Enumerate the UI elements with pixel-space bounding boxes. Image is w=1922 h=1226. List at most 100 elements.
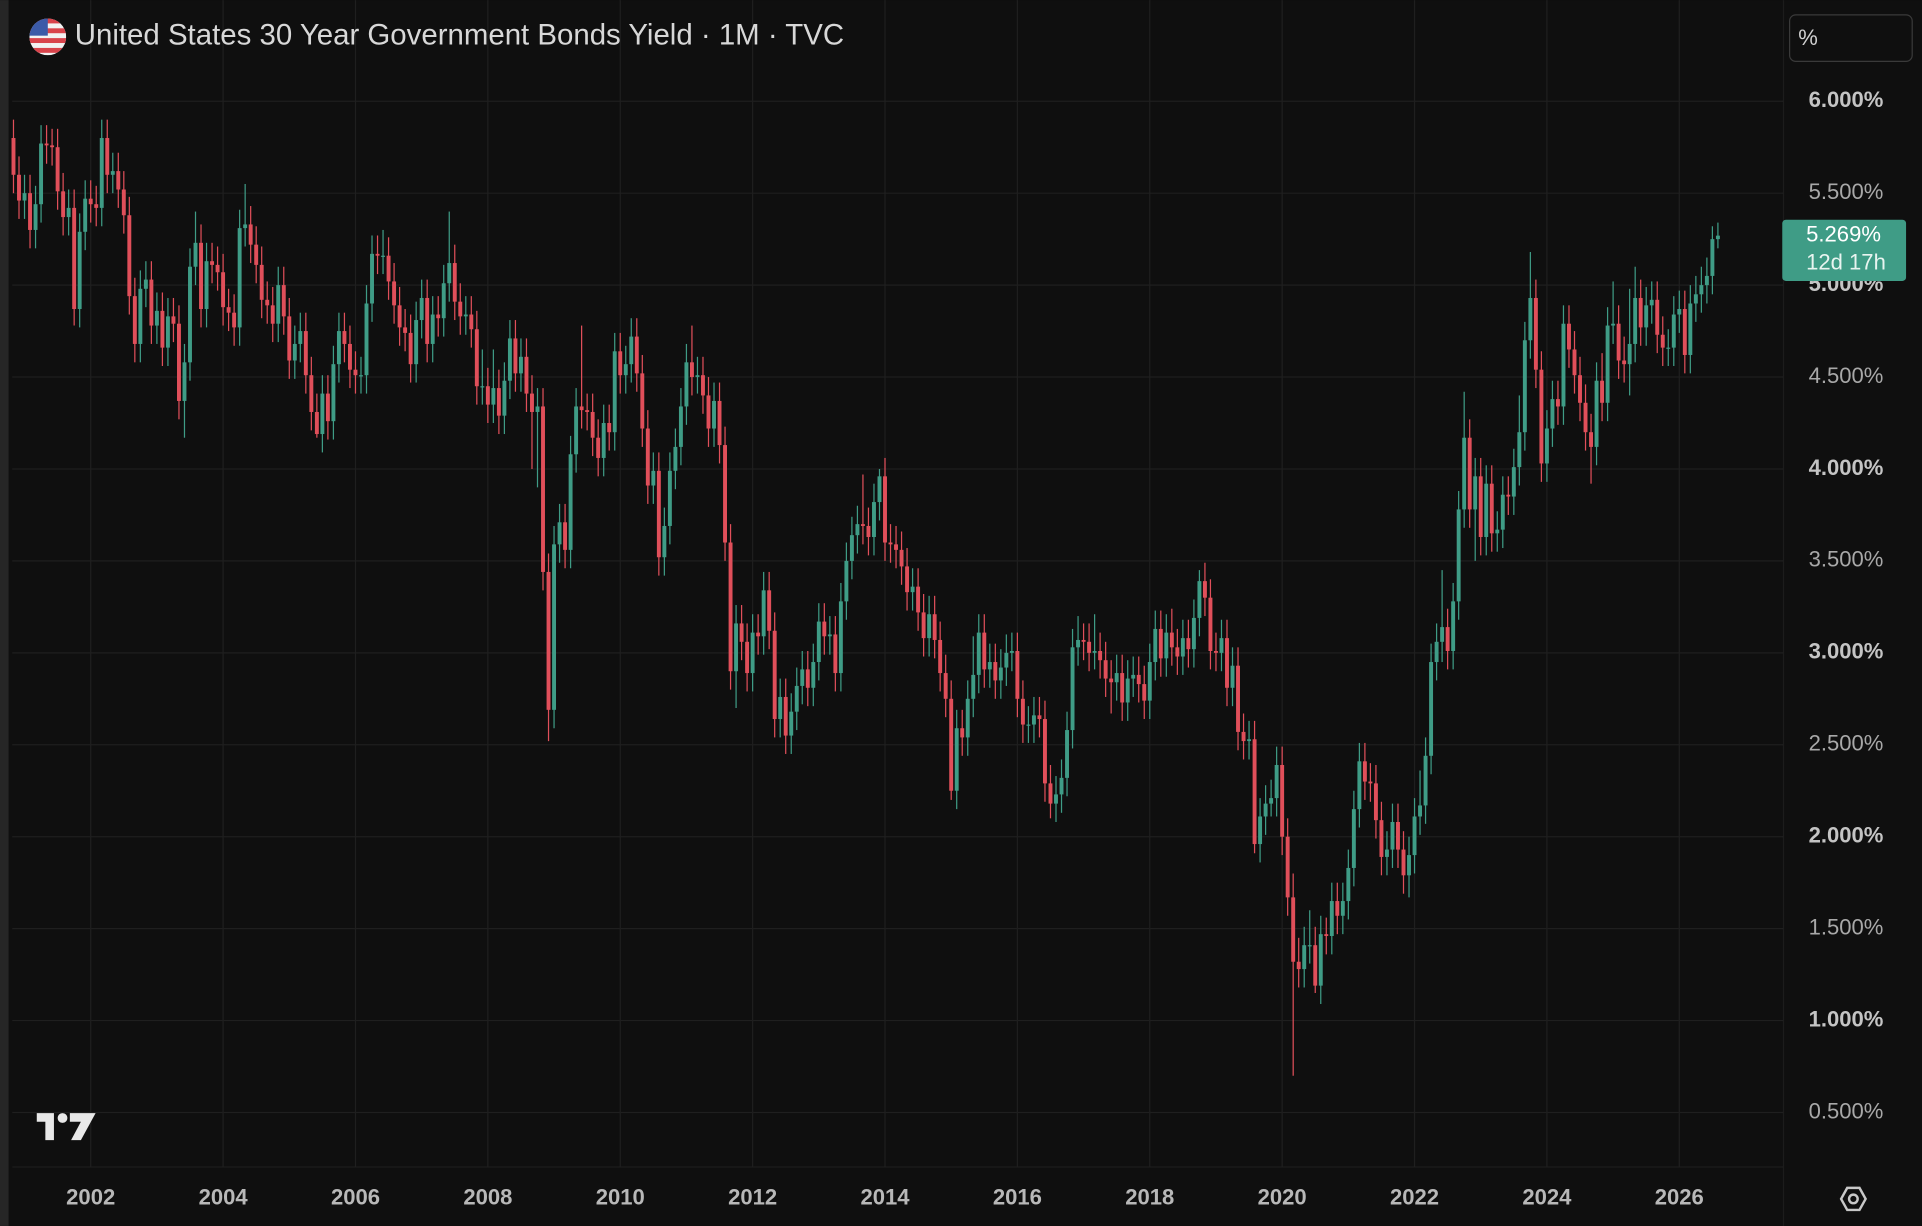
candle-body <box>44 143 49 146</box>
y-tick-label: 2.000% <box>1809 823 1884 848</box>
candle-body <box>1136 674 1141 685</box>
candle-body <box>883 476 887 543</box>
candle-body <box>1407 855 1411 876</box>
candles <box>11 119 1720 1076</box>
x-tick-label: 2002 <box>66 1185 115 1210</box>
candle-body <box>927 614 932 639</box>
candle-body <box>1065 730 1069 778</box>
candle-body <box>1533 297 1538 370</box>
candle-body <box>458 301 463 317</box>
candle-body <box>154 310 159 326</box>
settings-icon[interactable] <box>1839 1186 1868 1212</box>
candle-body <box>838 601 843 674</box>
candle-body <box>932 614 937 640</box>
candle-body <box>1462 437 1467 510</box>
candle-body <box>1682 309 1687 355</box>
candle-body <box>761 590 766 637</box>
candle-body <box>1666 347 1671 349</box>
candle-body <box>1704 275 1709 286</box>
y-tick-label: 3.000% <box>1809 639 1884 664</box>
candle-body <box>778 696 783 720</box>
candle-body <box>303 331 308 376</box>
candle-body <box>320 393 325 435</box>
candle-body <box>1318 934 1323 986</box>
candle-body <box>656 470 661 558</box>
candle-body <box>982 632 987 670</box>
candle-body <box>1296 961 1301 970</box>
x-tick-label: 2018 <box>1125 1185 1174 1210</box>
candle-body <box>430 314 435 344</box>
candle-body <box>1539 369 1544 464</box>
y-tick-label: 1.000% <box>1809 1006 1884 1031</box>
candle-body <box>1633 297 1638 344</box>
candle-body <box>265 299 270 306</box>
candle-body <box>1285 836 1290 898</box>
candle-body <box>480 386 485 388</box>
candle-body <box>866 525 871 538</box>
candle-body <box>463 314 468 317</box>
candle-body <box>226 307 231 313</box>
candle-body <box>1605 325 1610 403</box>
candle-body <box>1169 632 1174 648</box>
candle-body <box>254 244 259 265</box>
candle-body <box>855 524 860 536</box>
y-tick-label: 4.000% <box>1809 455 1884 480</box>
candle-body <box>1362 761 1367 782</box>
candle-body <box>94 204 99 208</box>
candle-body <box>1583 402 1588 433</box>
candle-body <box>916 586 921 613</box>
candle-body <box>805 669 810 688</box>
candle-body <box>1291 897 1296 962</box>
candle-body <box>1213 650 1218 653</box>
candle-body <box>640 373 645 429</box>
candle-body <box>143 279 148 289</box>
candle-body <box>1324 934 1329 936</box>
candle-body <box>314 411 319 435</box>
candle-body <box>1517 432 1522 468</box>
unit-button[interactable] <box>1789 14 1913 63</box>
candle-body <box>132 296 137 344</box>
candle-body <box>1031 715 1036 725</box>
candle-body <box>513 338 518 374</box>
chart-title: United States 30 Year Government Bonds Y… <box>75 19 844 52</box>
candle-body <box>441 283 446 319</box>
x-tick-label: 2006 <box>331 1185 380 1210</box>
candle-body <box>1307 945 1312 947</box>
candle-body <box>11 138 16 175</box>
candle-body <box>612 351 617 433</box>
candle-body <box>1589 432 1594 447</box>
unit-button-label[interactable]: % <box>1798 25 1818 50</box>
y-tick-label: 5.500% <box>1809 179 1884 204</box>
candle-body <box>579 406 584 411</box>
candle-body <box>188 266 192 363</box>
candle-body <box>88 198 93 205</box>
candle-body <box>601 423 606 458</box>
candle-body <box>61 191 66 218</box>
candle-body <box>1710 239 1715 276</box>
candle-body <box>546 571 551 710</box>
candle-body <box>750 632 755 674</box>
candle-body <box>474 329 479 387</box>
candle-body <box>1026 724 1031 726</box>
candle-body <box>121 189 126 216</box>
candle-body <box>987 662 992 670</box>
candle-body <box>171 316 176 324</box>
candle-body <box>55 147 60 192</box>
candle-body <box>673 446 678 471</box>
candle-body <box>1092 650 1097 653</box>
candle-body <box>237 228 242 328</box>
candle-body <box>684 362 689 407</box>
candle-body <box>998 667 1003 681</box>
candle-body <box>1048 783 1053 804</box>
candle-body <box>1401 849 1406 876</box>
candle-body <box>1020 698 1025 725</box>
y-tick-label: 0.500% <box>1809 1098 1884 1123</box>
candle-body <box>811 662 816 688</box>
candle-body <box>1335 901 1340 916</box>
candle-body <box>502 380 507 416</box>
candle-body <box>1015 650 1020 699</box>
candle-body <box>1693 294 1698 304</box>
candle-body <box>28 193 32 230</box>
candle-body <box>1555 399 1560 407</box>
